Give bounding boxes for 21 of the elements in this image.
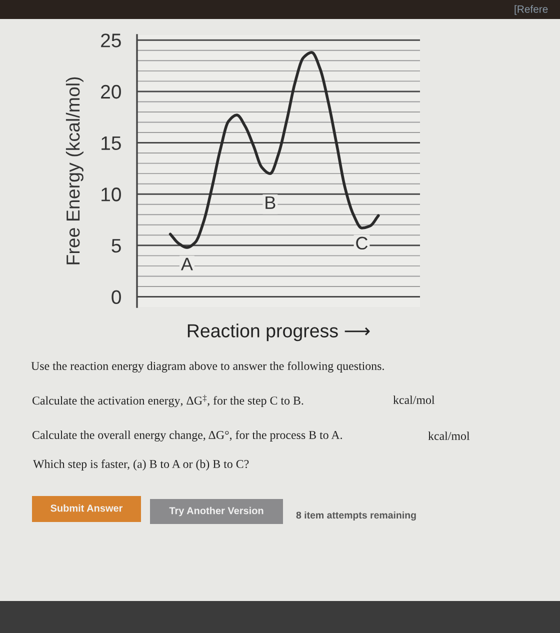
text: kcal/mol — [428, 432, 470, 440]
text: Try Another Version — [169, 506, 264, 516]
text: kcal/mol — [393, 396, 435, 404]
y-tick-label: 15 — [102, 136, 121, 150]
y-tick-label: 10 — [102, 188, 121, 202]
text: Use the reaction energy diagram above to answer the following questions. — [31, 362, 384, 372]
annotation: B — [266, 196, 276, 209]
text: [Refere — [514, 5, 548, 15]
text: Calculate the overall energy change, ΔG°, for the process B to A. — [32, 430, 342, 442]
annotation: C — [356, 236, 368, 250]
y-tick-label: 0 — [112, 290, 121, 304]
text: Which step is faster, (a) B to A or (b) B to C? — [33, 460, 249, 470]
y-tick-label: 5 — [112, 239, 121, 253]
x-axis-title: Reaction progress ⟶ — [188, 324, 370, 342]
annotation: A — [180, 258, 193, 270]
y-tick-label: 20 — [101, 84, 121, 99]
text: Submit Answer — [50, 504, 123, 512]
y-tick-label: 25 — [101, 34, 121, 48]
text: 8 item attempts remaining — [296, 511, 416, 521]
text: Calculate the activation energy, ΔG$^{‡}$, for the step C to B. — [32, 394, 304, 408]
y-axis-title: Free Energy (kcal/mol) — [66, 77, 84, 264]
